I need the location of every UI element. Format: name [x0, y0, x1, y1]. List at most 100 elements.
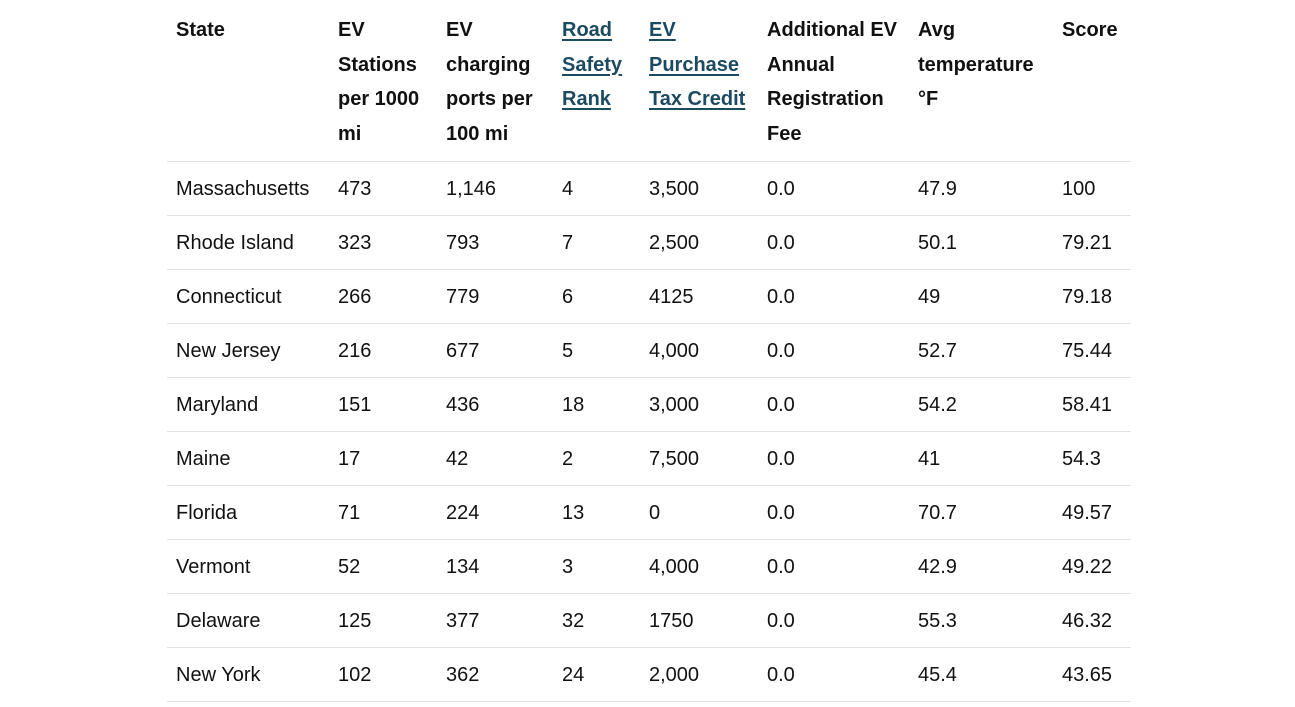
cell-ev-purchase-tax-credit: 2,500: [640, 215, 758, 270]
cell-ev-charging-ports: 436: [437, 377, 553, 432]
cell-road-safety-rank: 32: [553, 593, 640, 648]
cell-ev-charging-ports: 677: [437, 323, 553, 378]
cell-ev-registration-fee: 0.0: [758, 647, 909, 702]
table-row: Maryland 151 436 18 3,000 0.0 54.2 58.41: [167, 377, 1131, 432]
cell-avg-temperature: 52.7: [909, 323, 1053, 378]
cell-ev-stations: 17: [329, 431, 437, 486]
column-header-road-safety-rank: Road Safety Rank: [553, 0, 640, 162]
cell-ev-purchase-tax-credit: 2,000: [640, 647, 758, 702]
cell-state: Rhode Island: [167, 215, 329, 270]
table-row: Florida 71 224 13 0 0.0 70.7 49.57: [167, 485, 1131, 540]
cell-ev-stations: 52: [329, 539, 437, 594]
cell-ev-purchase-tax-credit: 3,500: [640, 161, 758, 216]
cell-ev-registration-fee: 0.0: [758, 593, 909, 648]
cell-ev-purchase-tax-credit: 3,000: [640, 377, 758, 432]
cell-avg-temperature: 47.9: [909, 161, 1053, 216]
table-row: Maine 17 42 2 7,500 0.0 41 54.3: [167, 431, 1131, 486]
cell-avg-temperature: 49: [909, 269, 1053, 324]
cell-road-safety-rank: 2: [553, 431, 640, 486]
cell-ev-charging-ports: 377: [437, 593, 553, 648]
header-row: State EV Stations per 1000 mi EV charging …: [167, 0, 1131, 162]
cell-road-safety-rank: 5: [553, 323, 640, 378]
table-row: Rhode Island 323 793 7 2,500 0.0 50.1 79.21: [167, 215, 1131, 270]
cell-ev-registration-fee: 0.0: [758, 377, 909, 432]
cell-ev-registration-fee: 0.0: [758, 323, 909, 378]
cell-score: 75.44: [1053, 323, 1131, 378]
road-safety-rank-link[interactable]: Road Safety Rank: [562, 19, 623, 110]
cell-ev-charging-ports: 793: [437, 215, 553, 270]
ev-state-ranking-table: State EV Stations per 1000 mi EV charging …: [167, 0, 1131, 702]
cell-road-safety-rank: 6: [553, 269, 640, 324]
cell-state: Maryland: [167, 377, 329, 432]
cell-ev-charging-ports: 134: [437, 539, 553, 594]
cell-ev-purchase-tax-credit: 7,500: [640, 431, 758, 486]
cell-score: 46.32: [1053, 593, 1131, 648]
cell-ev-stations: 216: [329, 323, 437, 378]
cell-ev-purchase-tax-credit: 4,000: [640, 539, 758, 594]
cell-ev-stations: 266: [329, 269, 437, 324]
cell-ev-purchase-tax-credit: 1750: [640, 593, 758, 648]
cell-state: Connecticut: [167, 269, 329, 324]
cell-ev-registration-fee: 0.0: [758, 539, 909, 594]
cell-score: 49.22: [1053, 539, 1131, 594]
cell-score: 100: [1053, 161, 1131, 216]
cell-ev-stations: 125: [329, 593, 437, 648]
cell-ev-stations: 102: [329, 647, 437, 702]
cell-avg-temperature: 45.4: [909, 647, 1053, 702]
cell-ev-registration-fee: 0.0: [758, 431, 909, 486]
column-header-ev-purchase-tax-credit: EV Purchase Tax Credit: [640, 0, 758, 162]
cell-avg-temperature: 41: [909, 431, 1053, 486]
cell-ev-purchase-tax-credit: 0: [640, 485, 758, 540]
column-header-score: Score: [1053, 0, 1131, 162]
column-header-state: State: [167, 0, 329, 162]
cell-state: Vermont: [167, 539, 329, 594]
cell-ev-registration-fee: 0.0: [758, 161, 909, 216]
cell-score: 79.18: [1053, 269, 1131, 324]
cell-road-safety-rank: 18: [553, 377, 640, 432]
cell-score: 79.21: [1053, 215, 1131, 270]
column-header-ev-charging-ports: EV charging ports per 100 mi: [437, 0, 553, 162]
column-header-ev-registration-fee: Additional EV Annual Registration Fee: [758, 0, 909, 162]
table-body: Massachusetts 473 1,146 4 3,500 0.0 47.9 100 Rho…: [167, 161, 1131, 702]
ev-state-ranking-table-container: State EV Stations per 1000 mi EV charging …: [167, 0, 1131, 702]
cell-ev-stations: 323: [329, 215, 437, 270]
cell-road-safety-rank: 24: [553, 647, 640, 702]
cell-ev-charging-ports: 1,146: [437, 161, 553, 216]
column-header-avg-temperature: Avg temperature °F: [909, 0, 1053, 162]
table-row: New York 102 362 24 2,000 0.0 45.4 43.65: [167, 647, 1131, 702]
cell-score: 54.3: [1053, 431, 1131, 486]
cell-state: New Jersey: [167, 323, 329, 378]
cell-score: 49.57: [1053, 485, 1131, 540]
cell-ev-purchase-tax-credit: 4,000: [640, 323, 758, 378]
cell-ev-stations: 151: [329, 377, 437, 432]
table-row: New Jersey 216 677 5 4,000 0.0 52.7 75.44: [167, 323, 1131, 378]
cell-ev-stations: 71: [329, 485, 437, 540]
ev-purchase-tax-credit-link[interactable]: EV Purchase Tax Credit: [649, 19, 746, 110]
cell-ev-charging-ports: 42: [437, 431, 553, 486]
cell-score: 43.65: [1053, 647, 1131, 702]
cell-avg-temperature: 54.2: [909, 377, 1053, 432]
table-row: Connecticut 266 779 6 4125 0.0 49 79.18: [167, 269, 1131, 324]
cell-ev-stations: 473: [329, 161, 437, 216]
cell-state: Massachusetts: [167, 161, 329, 216]
cell-ev-charging-ports: 362: [437, 647, 553, 702]
cell-road-safety-rank: 13: [553, 485, 640, 540]
table-row: Vermont 52 134 3 4,000 0.0 42.9 49.22: [167, 539, 1131, 594]
table-row: Massachusetts 473 1,146 4 3,500 0.0 47.9 100: [167, 161, 1131, 216]
table-row: Delaware 125 377 32 1750 0.0 55.3 46.32: [167, 593, 1131, 648]
cell-score: 58.41: [1053, 377, 1131, 432]
cell-state: Maine: [167, 431, 329, 486]
cell-road-safety-rank: 7: [553, 215, 640, 270]
cell-state: Florida: [167, 485, 329, 540]
cell-ev-charging-ports: 224: [437, 485, 553, 540]
cell-ev-registration-fee: 0.0: [758, 485, 909, 540]
cell-ev-purchase-tax-credit: 4125: [640, 269, 758, 324]
table-header: State EV Stations per 1000 mi EV charging …: [167, 0, 1131, 162]
cell-avg-temperature: 70.7: [909, 485, 1053, 540]
cell-ev-registration-fee: 0.0: [758, 269, 909, 324]
cell-ev-registration-fee: 0.0: [758, 215, 909, 270]
cell-avg-temperature: 50.1: [909, 215, 1053, 270]
cell-road-safety-rank: 4: [553, 161, 640, 216]
cell-road-safety-rank: 3: [553, 539, 640, 594]
cell-avg-temperature: 42.9: [909, 539, 1053, 594]
